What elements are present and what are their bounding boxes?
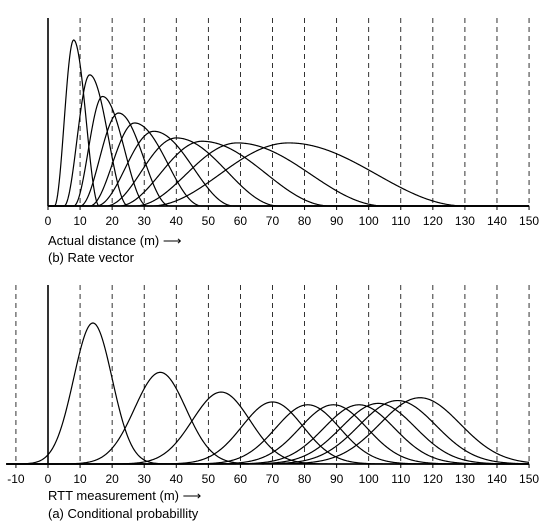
conditional-probability-tick-label: 80	[298, 472, 312, 486]
conditional-probability-caption: (a) Conditional probabillity	[48, 506, 199, 521]
conditional-probability-tick-label: 150	[519, 472, 539, 486]
conditional-probability-panel: -10 0 10 20 30 40 50 60 70 80 90 100 110 120 130 140 150…	[6, 285, 539, 521]
conditional-probability-tick-label: 50	[202, 472, 216, 486]
rate-vector-tick-label: 150	[519, 214, 539, 228]
rate-vector-curve-1	[48, 39, 530, 207]
rate-vector-gridlines	[79, 18, 530, 206]
conditional-probability-x-axis-label: RTT measurement (m) ⟶	[48, 488, 201, 503]
conditional-probability-tick-label: 10	[73, 472, 87, 486]
rate-vector-tick-label: 100	[359, 214, 379, 228]
conditional-probability-tick-label: -10	[7, 472, 25, 486]
conditional-probability-tick-label: 30	[138, 472, 152, 486]
conditional-probability-curve-2	[6, 371, 530, 465]
conditional-probability-tick-label: 130	[455, 472, 475, 486]
rate-vector-tick-label: 90	[330, 214, 344, 228]
rate-vector-curves	[48, 39, 530, 207]
rate-vector-curve-2	[48, 74, 530, 207]
rate-vector-tick-label: 0	[45, 214, 52, 228]
rate-vector-axes	[47, 18, 530, 210]
conditional-probability-tick-label: 40	[170, 472, 184, 486]
conditional-probability-tick-label: 120	[423, 472, 443, 486]
rate-vector-tick-label: 70	[266, 214, 280, 228]
rate-vector-tick-label: 40	[170, 214, 184, 228]
conditional-probability-tick-labels: -10 0 10 20 30 40 50 60 70 80 90 100 110 120 130 140 150	[7, 472, 539, 486]
conditional-probability-tick-label: 20	[105, 472, 119, 486]
rate-vector-curve-8	[48, 140, 530, 207]
rate-vector-tick-label: 110	[391, 214, 410, 228]
rate-vector-tick-label: 80	[298, 214, 312, 228]
rate-vector-curve-10	[48, 142, 530, 207]
rate-vector-tick-label: 10	[73, 214, 87, 228]
rate-vector-curve-9	[48, 142, 530, 207]
conditional-probability-tick-label: 140	[487, 472, 507, 486]
conditional-probability-tick-label: 110	[391, 472, 410, 486]
conditional-probability-gridlines	[15, 285, 530, 464]
conditional-probability-tick-label: 100	[359, 472, 379, 486]
conditional-probability-tick-label: 90	[330, 472, 344, 486]
conditional-probability-tick-label: 60	[234, 472, 248, 486]
rate-vector-tick-label: 20	[105, 214, 119, 228]
rate-vector-curve-7	[48, 137, 530, 207]
rate-vector-panel: 0 10 20 30 40 50 60 70 80 90 100 110 120 130 140 150 Ac…	[45, 18, 540, 265]
rate-vector-tick-label: 130	[455, 214, 475, 228]
rate-vector-caption: (b) Rate vector	[48, 250, 135, 265]
conditional-probability-curves	[6, 322, 530, 465]
conditional-probability-curve-1	[6, 322, 530, 465]
conditional-probability-tick-label: 0	[45, 472, 52, 486]
rate-vector-tick-label: 140	[487, 214, 507, 228]
conditional-probability-curve-10	[6, 397, 530, 465]
conditional-probability-axes	[6, 285, 530, 468]
rate-vector-tick-label: 60	[234, 214, 248, 228]
rate-vector-tick-label: 120	[423, 214, 443, 228]
rate-vector-tick-label: 50	[202, 214, 216, 228]
conditional-probability-tick-label: 70	[266, 472, 280, 486]
rate-vector-tick-labels: 0 10 20 30 40 50 60 70 80 90 100 110 120 130 140 150	[45, 214, 540, 228]
rate-vector-x-axis-label: Actual distance (m) ⟶	[48, 233, 182, 248]
rate-vector-tick-label: 30	[138, 214, 152, 228]
